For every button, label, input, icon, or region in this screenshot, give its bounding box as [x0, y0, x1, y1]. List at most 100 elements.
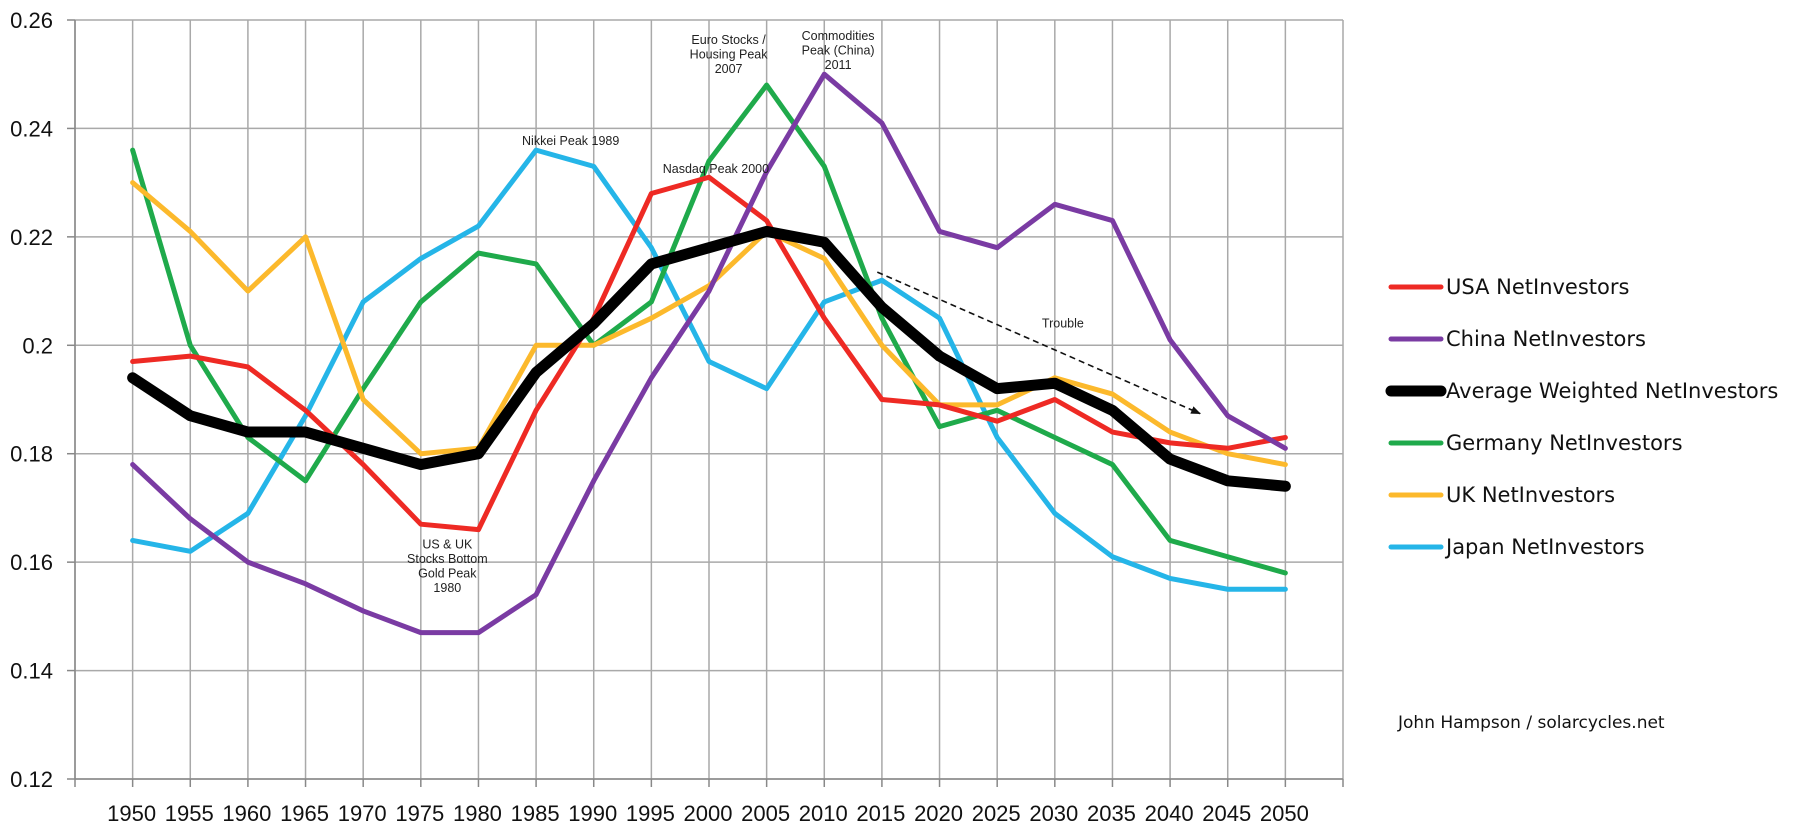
data-point-average-weighted-netinvestors [475, 451, 481, 457]
data-point-japan-netinvestors [707, 360, 711, 364]
data-point-average-weighted-netinvestors [879, 304, 885, 310]
data-point-china-netinvestors [534, 593, 538, 597]
data-point-uk-netinvestors [1283, 463, 1287, 467]
x-tick-label: 1970 [338, 801, 387, 826]
data-point-uk-netinvestors [419, 452, 423, 456]
data-point-average-weighted-netinvestors [418, 462, 424, 468]
data-point-average-weighted-netinvestors [130, 375, 136, 381]
data-point-germany-netinvestors [649, 300, 653, 304]
legend-label-china-netinvestors: China NetInvestors [1446, 327, 1646, 351]
data-point-japan-netinvestors [131, 538, 135, 542]
data-point-average-weighted-netinvestors [1109, 407, 1115, 413]
data-point-japan-netinvestors [419, 257, 423, 261]
data-point-china-netinvestors [938, 229, 942, 233]
data-point-usa-netinvestors [707, 175, 711, 179]
data-point-uk-netinvestors [534, 343, 538, 347]
data-point-uk-netinvestors [1110, 392, 1114, 396]
trouble-arrow [876, 271, 1201, 415]
y-tick-label: 0.18 [10, 442, 53, 467]
data-point-germany-netinvestors [419, 300, 423, 304]
data-point-average-weighted-netinvestors [764, 228, 770, 234]
x-tick-label: 1985 [511, 801, 560, 826]
annotation-line: Peak (China) [802, 44, 875, 58]
data-point-germany-netinvestors [361, 387, 365, 391]
x-tick-label: 1950 [107, 801, 156, 826]
data-point-germany-netinvestors [822, 164, 826, 168]
data-point-usa-netinvestors [419, 522, 423, 526]
data-point-average-weighted-netinvestors [360, 445, 366, 451]
data-point-uk-netinvestors [1168, 430, 1172, 434]
data-point-china-netinvestors [1168, 338, 1172, 342]
data-point-japan-netinvestors [476, 224, 480, 228]
legend-label-japan-netinvestors: Japan NetInvestors [1444, 535, 1645, 559]
data-point-usa-netinvestors [476, 528, 480, 532]
data-point-germany-netinvestors [1226, 555, 1230, 559]
data-point-china-netinvestors [1053, 202, 1057, 206]
data-point-japan-netinvestors [822, 300, 826, 304]
legend-label-germany-netinvestors: Germany NetInvestors [1446, 431, 1683, 455]
data-point-japan-netinvestors [1110, 555, 1114, 559]
data-point-japan-netinvestors [1168, 576, 1172, 580]
data-point-average-weighted-netinvestors [1052, 380, 1058, 386]
data-point-china-netinvestors [188, 517, 192, 521]
data-point-japan-netinvestors [361, 300, 365, 304]
annotation-line: Commodities [802, 29, 875, 43]
data-point-usa-netinvestors [1283, 435, 1287, 439]
x-tick-label: 2050 [1260, 801, 1309, 826]
data-point-usa-netinvestors [649, 191, 653, 195]
data-point-china-netinvestors [765, 170, 769, 174]
annotation-line: Nasdaq Peak 2000 [663, 162, 769, 176]
data-point-average-weighted-netinvestors [245, 429, 251, 435]
data-point-germany-netinvestors [707, 159, 711, 163]
data-point-china-netinvestors [476, 631, 480, 635]
data-point-germany-netinvestors [188, 343, 192, 347]
data-point-uk-netinvestors [880, 343, 884, 347]
y-tick-label: 0.22 [10, 225, 53, 250]
x-tick-label: 2000 [684, 801, 733, 826]
x-tick-label: 2045 [1202, 801, 1251, 826]
data-point-average-weighted-netinvestors [821, 239, 827, 245]
annotation-euro: Euro Stocks / Housing Peak 2007 [690, 33, 769, 76]
data-point-usa-netinvestors [188, 354, 192, 358]
x-tick-label: 2035 [1087, 801, 1136, 826]
data-point-china-netinvestors [592, 479, 596, 483]
data-point-usa-netinvestors [1168, 441, 1172, 445]
data-point-germany-netinvestors [476, 251, 480, 255]
data-point-japan-netinvestors [534, 148, 538, 152]
data-point-uk-netinvestors [361, 398, 365, 401]
annotation-trouble: Trouble [1042, 316, 1084, 330]
data-point-germany-netinvestors [1110, 463, 1114, 467]
data-point-average-weighted-netinvestors [937, 353, 943, 359]
data-point-uk-netinvestors [995, 403, 999, 407]
data-point-uk-netinvestors [246, 289, 250, 293]
data-point-japan-netinvestors [246, 511, 250, 515]
data-point-average-weighted-netinvestors [533, 369, 539, 375]
data-point-usa-netinvestors [995, 419, 999, 423]
annotation-line: US & UK [422, 538, 473, 552]
data-point-uk-netinvestors [822, 257, 826, 261]
data-point-usa-netinvestors [1053, 398, 1057, 401]
x-tick-label: 1975 [395, 801, 444, 826]
x-tick-label: 2020 [914, 801, 963, 826]
data-point-germany-netinvestors [304, 479, 308, 483]
annotation-line: 2007 [715, 62, 743, 76]
axes: 0.12 0.14 0.16 0.18 0.2 0.22 0.24 0.26 1950 1955 1… [10, 8, 1344, 826]
data-point-usa-netinvestors [765, 219, 769, 223]
data-point-china-netinvestors [707, 289, 711, 293]
annotation-line: Euro Stocks / [691, 33, 766, 47]
data-point-germany-netinvestors [765, 83, 769, 87]
data-point-china-netinvestors [361, 609, 365, 613]
data-point-average-weighted-netinvestors [706, 245, 712, 251]
data-point-uk-netinvestors [188, 229, 192, 233]
data-point-usa-netinvestors [246, 365, 250, 369]
data-point-usa-netinvestors [880, 398, 884, 401]
data-point-china-netinvestors [1110, 219, 1114, 223]
data-point-average-weighted-netinvestors [648, 261, 654, 267]
annotation-line: 1980 [433, 581, 461, 595]
data-point-usa-netinvestors [822, 316, 826, 320]
annotation-nikkei: Nikkei Peak 1989 [522, 134, 619, 148]
x-tick-label: 2025 [972, 801, 1021, 826]
data-point-usa-netinvestors [534, 408, 538, 412]
data-point-china-netinvestors [649, 376, 653, 380]
